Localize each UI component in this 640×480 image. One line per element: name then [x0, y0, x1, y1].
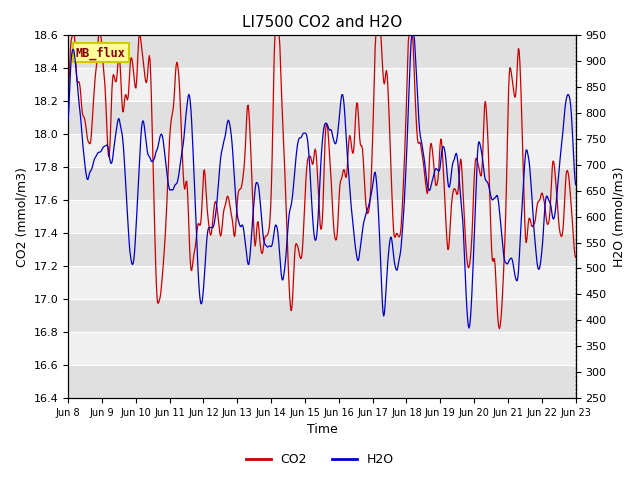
Bar	[68, 233, 575, 266]
Y-axis label: H2O (mmol/m3): H2O (mmol/m3)	[612, 167, 625, 267]
Bar	[68, 101, 575, 134]
H2O	[383, 267, 391, 273]
Y-axis label: CO2 (mmol/m3): CO2 (mmol/m3)	[15, 167, 28, 266]
H2O	[572, 182, 579, 188]
CO2	[69, 33, 77, 38]
H2O	[74, 81, 81, 87]
CO2	[127, 60, 134, 66]
Legend: CO2, H2O: CO2, H2O	[241, 448, 399, 471]
CO2	[572, 254, 579, 260]
Bar	[68, 68, 575, 101]
Bar	[68, 200, 575, 233]
H2O	[465, 325, 473, 331]
Bar	[68, 299, 575, 332]
H2O	[177, 155, 185, 160]
H2O	[64, 117, 72, 123]
CO2	[399, 197, 406, 203]
CO2	[74, 80, 82, 85]
Bar	[68, 266, 575, 299]
CO2	[178, 139, 186, 144]
Bar	[68, 332, 575, 365]
Line: H2O: H2O	[68, 36, 575, 328]
H2O	[408, 33, 416, 38]
H2O	[204, 228, 212, 233]
CO2	[495, 326, 503, 332]
CO2	[205, 220, 212, 226]
CO2	[64, 99, 72, 105]
Bar	[68, 167, 575, 200]
H2O	[398, 233, 406, 239]
H2O	[125, 244, 133, 250]
Bar	[68, 365, 575, 398]
CO2	[384, 84, 392, 89]
Bar	[68, 36, 575, 68]
X-axis label: Time: Time	[307, 423, 337, 436]
Title: LI7500 CO2 and H2O: LI7500 CO2 and H2O	[242, 15, 402, 30]
Bar	[68, 134, 575, 167]
Line: CO2: CO2	[68, 36, 575, 329]
Text: MB_flux: MB_flux	[76, 46, 125, 60]
